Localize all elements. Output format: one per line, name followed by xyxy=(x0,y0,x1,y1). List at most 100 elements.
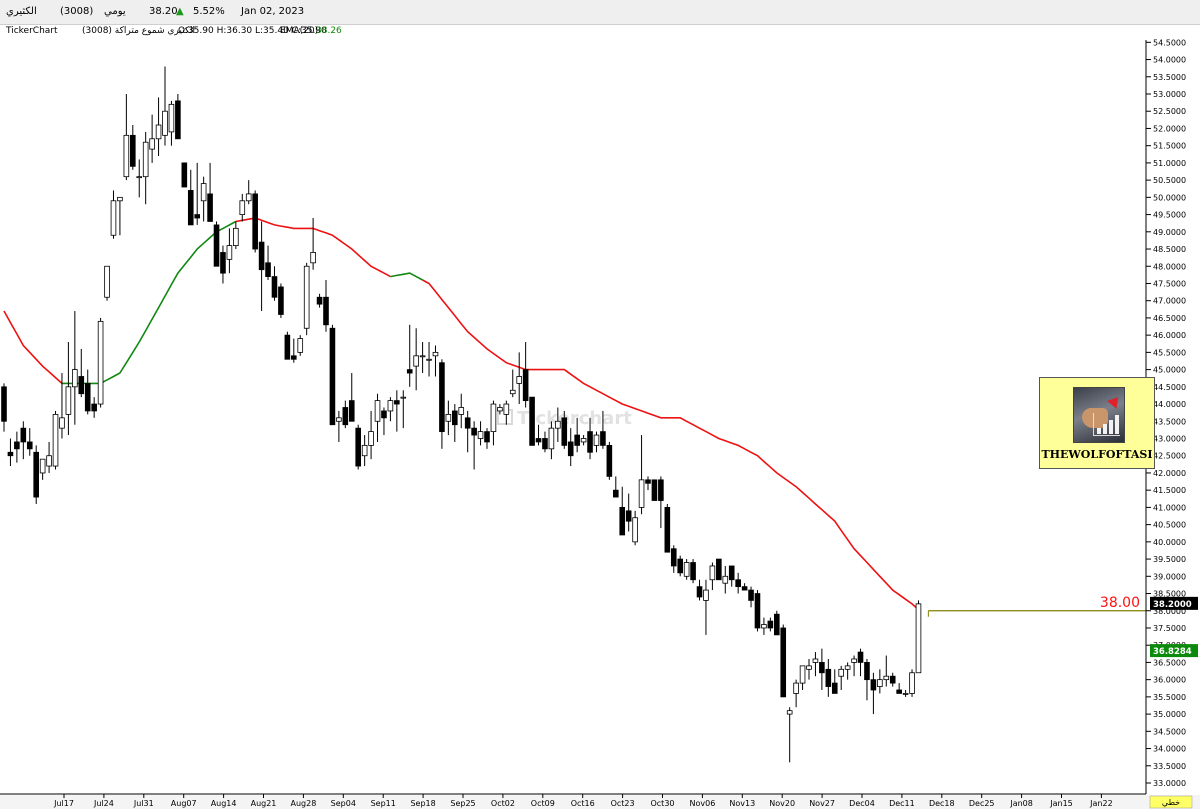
candle-down[interactable] xyxy=(735,572,741,594)
candle-down[interactable] xyxy=(316,293,323,308)
candle-down[interactable] xyxy=(696,579,703,601)
candle-up[interactable] xyxy=(812,652,819,677)
candle-down[interactable] xyxy=(484,428,490,449)
candle-down[interactable] xyxy=(535,424,542,446)
candle-up[interactable] xyxy=(168,100,175,146)
candle-up[interactable] xyxy=(162,66,168,146)
candle-up[interactable] xyxy=(909,669,915,697)
candle-up[interactable] xyxy=(136,159,143,198)
candle-down[interactable] xyxy=(271,266,278,301)
candle-down[interactable] xyxy=(896,683,902,694)
candle-up[interactable] xyxy=(516,352,522,405)
candle-down[interactable] xyxy=(716,558,722,581)
candle-down[interactable] xyxy=(774,610,780,636)
candle-down[interactable] xyxy=(129,125,136,170)
candle-up[interactable] xyxy=(555,407,561,442)
candle-down[interactable] xyxy=(613,476,619,498)
candle-down[interactable] xyxy=(207,162,213,222)
candle-up[interactable] xyxy=(233,221,239,250)
candle-up[interactable] xyxy=(883,655,890,687)
candle-up[interactable] xyxy=(497,404,503,415)
candle-down[interactable] xyxy=(181,162,188,188)
candle-down[interactable] xyxy=(175,94,181,140)
candle-up[interactable] xyxy=(683,559,690,580)
candle-up[interactable] xyxy=(838,665,844,690)
candle-up[interactable] xyxy=(387,397,394,422)
candle-down[interactable] xyxy=(213,221,220,267)
symbol-name[interactable]: الكثيري xyxy=(6,6,37,17)
candle-up[interactable] xyxy=(400,390,407,429)
candle-up[interactable] xyxy=(59,373,65,439)
candle-down[interactable] xyxy=(542,431,548,453)
candle-down[interactable] xyxy=(664,503,671,553)
candle-down[interactable] xyxy=(258,221,265,312)
candle-down[interactable] xyxy=(754,590,761,632)
candle-down[interactable] xyxy=(381,407,387,436)
candle-up[interactable] xyxy=(413,328,419,391)
candle-up[interactable] xyxy=(123,94,130,181)
candle-down[interactable] xyxy=(290,338,297,363)
candle-down[interactable] xyxy=(187,169,194,226)
candle-up[interactable] xyxy=(155,97,162,157)
candle-up[interactable] xyxy=(915,600,922,674)
candle-up[interactable] xyxy=(902,689,909,697)
candle-down[interactable] xyxy=(831,669,838,694)
candle-up[interactable] xyxy=(361,435,368,467)
candle-down[interactable] xyxy=(529,396,535,446)
candle-up[interactable] xyxy=(200,176,207,222)
candle-down[interactable] xyxy=(780,624,787,698)
candle-up[interactable] xyxy=(303,262,310,336)
candle-up[interactable] xyxy=(509,369,516,398)
candle-up[interactable] xyxy=(239,193,246,222)
candle-up[interactable] xyxy=(310,218,316,270)
candle-down[interactable] xyxy=(84,369,91,415)
candle-down[interactable] xyxy=(728,565,735,587)
scale-toggle-button[interactable] xyxy=(1149,795,1193,809)
candle-up[interactable] xyxy=(490,400,497,446)
candle-down[interactable] xyxy=(561,410,568,449)
candle-up[interactable] xyxy=(110,190,117,239)
candle-down[interactable] xyxy=(651,479,658,501)
candle-down[interactable] xyxy=(1,383,7,432)
candle-down[interactable] xyxy=(394,390,400,432)
candle-up[interactable] xyxy=(72,311,78,425)
candle-up[interactable] xyxy=(245,180,252,205)
candle-down[interactable] xyxy=(439,359,445,449)
candle-down[interactable] xyxy=(690,559,696,584)
candle-down[interactable] xyxy=(889,672,896,687)
candle-down[interactable] xyxy=(355,424,361,470)
candle-up[interactable] xyxy=(503,400,510,425)
candle-down[interactable] xyxy=(323,280,329,332)
candle-down[interactable] xyxy=(14,431,20,463)
candle-down[interactable] xyxy=(819,648,825,690)
candle-up[interactable] xyxy=(477,421,484,446)
candle-down[interactable] xyxy=(265,245,271,281)
candle-up[interactable] xyxy=(104,265,110,301)
candle-down[interactable] xyxy=(33,445,39,504)
candle-down[interactable] xyxy=(348,373,355,422)
candle-down[interactable] xyxy=(645,476,651,491)
candle-down[interactable] xyxy=(857,648,864,677)
candle-down[interactable] xyxy=(7,438,14,467)
candle-down[interactable] xyxy=(20,421,27,460)
candle-down[interactable] xyxy=(619,486,626,536)
candle-up[interactable] xyxy=(226,228,233,274)
candle-down[interactable] xyxy=(451,404,458,442)
candle-down[interactable] xyxy=(278,283,284,318)
period-label[interactable]: يومي xyxy=(104,6,126,17)
candle-up[interactable] xyxy=(799,665,806,690)
candle-up[interactable] xyxy=(432,345,439,377)
candle-up[interactable] xyxy=(426,342,432,377)
candle-down[interactable] xyxy=(574,417,580,453)
candle-up[interactable] xyxy=(419,342,426,374)
candle-down[interactable] xyxy=(670,545,677,573)
candle-up[interactable] xyxy=(632,510,638,546)
candle-up[interactable] xyxy=(851,655,857,677)
ema-label[interactable]: EMA(20) xyxy=(280,26,319,36)
candle-up[interactable] xyxy=(142,131,149,205)
candle-down[interactable] xyxy=(825,658,832,697)
candle-down[interactable] xyxy=(677,555,683,577)
candle-up[interactable] xyxy=(39,458,46,480)
candle-up[interactable] xyxy=(793,679,799,708)
